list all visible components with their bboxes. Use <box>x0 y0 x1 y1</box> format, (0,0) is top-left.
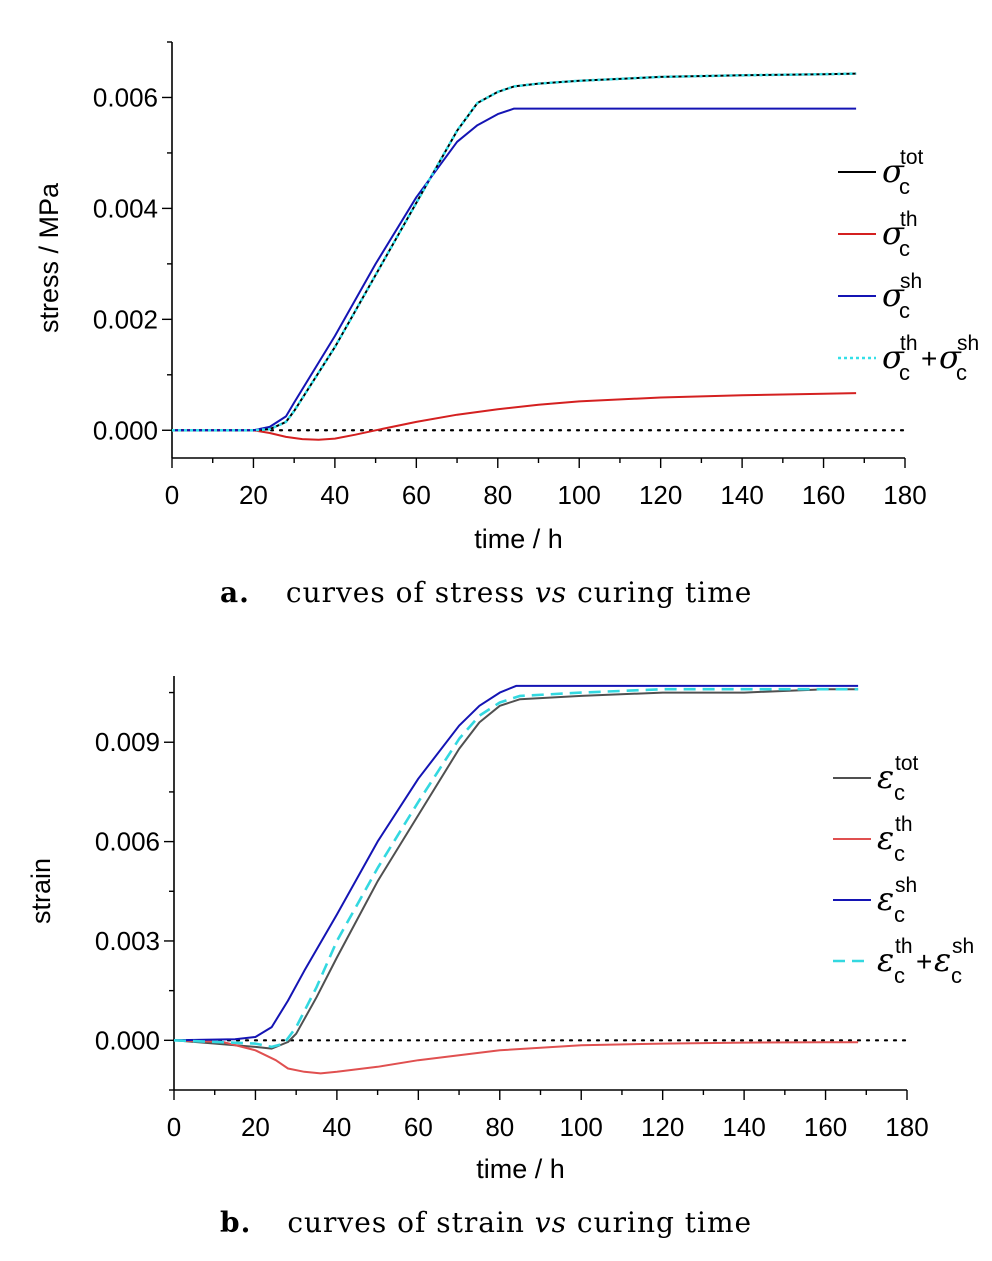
series-line-1 <box>173 1039 859 1075</box>
legend-symbol: σ <box>939 338 962 376</box>
caption-tag: b. <box>220 1206 251 1239</box>
strain-chart-panel: 0 20 40 60 80 100 120 140 160 180 0.000 0.003 0.006 0… <box>26 676 974 1239</box>
x-tick-label: 120 <box>641 1112 684 1142</box>
legend-subscript: c <box>899 174 910 199</box>
legend-subscript: c <box>899 298 910 323</box>
x-tick-label: 20 <box>239 480 268 510</box>
x-tick-label: 160 <box>804 1112 847 1142</box>
x-tick-label: 0 <box>165 480 179 510</box>
y-tick-label: 0.009 <box>95 727 160 757</box>
y-tick-label: 0.006 <box>95 827 160 857</box>
legend-subscript: c <box>894 902 905 927</box>
legend-subscript: c <box>956 360 967 385</box>
x-tick-label: 160 <box>802 480 845 510</box>
legend-superscript: tot <box>900 146 924 169</box>
x-tick-label: 180 <box>883 480 926 510</box>
legend-item: σc tot <box>838 146 924 199</box>
legend-superscript: th <box>895 935 913 958</box>
x-axis-title: time / h <box>474 524 563 554</box>
series-line-0 <box>172 72 857 432</box>
legend-item: ε c th <box>833 813 913 866</box>
x-tick-label: 100 <box>560 1112 603 1142</box>
series-line-2 <box>173 684 859 1042</box>
caption-tag: a. <box>220 576 250 609</box>
legend-item: σc th <box>838 208 918 261</box>
legend-subscript: c <box>894 841 905 866</box>
x-tick-label: 140 <box>720 480 763 510</box>
y-tick-label: 0.004 <box>93 193 158 223</box>
legend-superscript: th <box>895 813 913 836</box>
x-tick-label: 80 <box>485 1112 514 1142</box>
x-tick-label: 20 <box>241 1112 270 1142</box>
y-tick-label: 0.003 <box>95 926 160 956</box>
caption-text-italic: vs <box>535 576 567 609</box>
caption-text-italic: vs <box>535 1206 567 1239</box>
legend-item: ε cth + ε csh <box>833 935 974 988</box>
x-tick-label: 0 <box>167 1112 181 1142</box>
caption-text-after: curing time <box>567 576 752 609</box>
y-axis-title: strain <box>26 858 56 924</box>
x-tick-label: 60 <box>402 480 431 510</box>
series-line-2 <box>172 107 857 432</box>
legend-item: σc sh <box>838 270 922 323</box>
legend-symbol: ε <box>877 880 894 918</box>
legend-superscript: th <box>900 208 918 231</box>
legend-symbol: σ <box>882 214 905 252</box>
legend-symbol: σ <box>882 338 905 376</box>
x-tick-label: 120 <box>639 480 682 510</box>
x-tick-label: 80 <box>483 480 512 510</box>
stress-chart-panel: 0 20 40 60 80 100 120 140 160 180 0.000 0.002 0.004 0… <box>34 41 979 609</box>
series-line-3 <box>173 687 859 1049</box>
legend-symbol: σ <box>882 276 905 314</box>
legend-symbol: ε <box>877 758 894 796</box>
legend-subscript: c <box>951 963 962 988</box>
legend-superscript: sh <box>957 332 979 355</box>
series-line-0 <box>173 688 859 1050</box>
legend-superscript: th <box>900 332 918 355</box>
x-axis-title: time / h <box>476 1154 565 1184</box>
legend-item: ε c tot <box>833 752 919 805</box>
series-line-3 <box>172 72 857 432</box>
legend-superscript: sh <box>900 270 922 293</box>
legend-symbol: σ <box>882 152 905 190</box>
x-tick-label: 180 <box>885 1112 928 1142</box>
legend-symbol: ε <box>934 941 951 979</box>
legend-subscript: c <box>894 780 905 805</box>
panel-caption: b. curves of strain vs curing time <box>220 1206 752 1239</box>
x-tick-label: 100 <box>558 480 601 510</box>
legend-superscript: tot <box>895 752 919 775</box>
caption-text-before: curves of strain <box>287 1206 534 1239</box>
y-axis-title: stress / MPa <box>34 182 64 333</box>
legend-symbol: ε <box>877 941 894 979</box>
x-tick-label: 40 <box>320 480 349 510</box>
legend-superscript: sh <box>952 935 974 958</box>
y-tick-label: 0.006 <box>93 82 158 112</box>
legend-plus-sign: + <box>921 343 937 374</box>
legend-item: ε c sh <box>833 874 917 927</box>
y-tick-label: 0.002 <box>93 304 158 334</box>
x-tick-label: 140 <box>722 1112 765 1142</box>
legend-plus-sign: + <box>916 946 932 977</box>
panel-caption: a. curves of stress vs curing time <box>220 576 752 609</box>
legend-symbol: ε <box>877 819 894 857</box>
series-line-1 <box>172 392 857 441</box>
legend-subscript: c <box>894 963 905 988</box>
x-tick-label: 60 <box>404 1112 433 1142</box>
caption-text-after: curing time <box>567 1206 752 1239</box>
y-tick-label: 0.000 <box>93 415 158 445</box>
legend-subscript: c <box>899 360 910 385</box>
legend-superscript: sh <box>895 874 917 897</box>
y-tick-label: 0.000 <box>95 1025 160 1055</box>
caption-text-before: curves of stress <box>286 576 535 609</box>
legend-subscript: c <box>899 236 910 261</box>
x-tick-label: 40 <box>322 1112 351 1142</box>
